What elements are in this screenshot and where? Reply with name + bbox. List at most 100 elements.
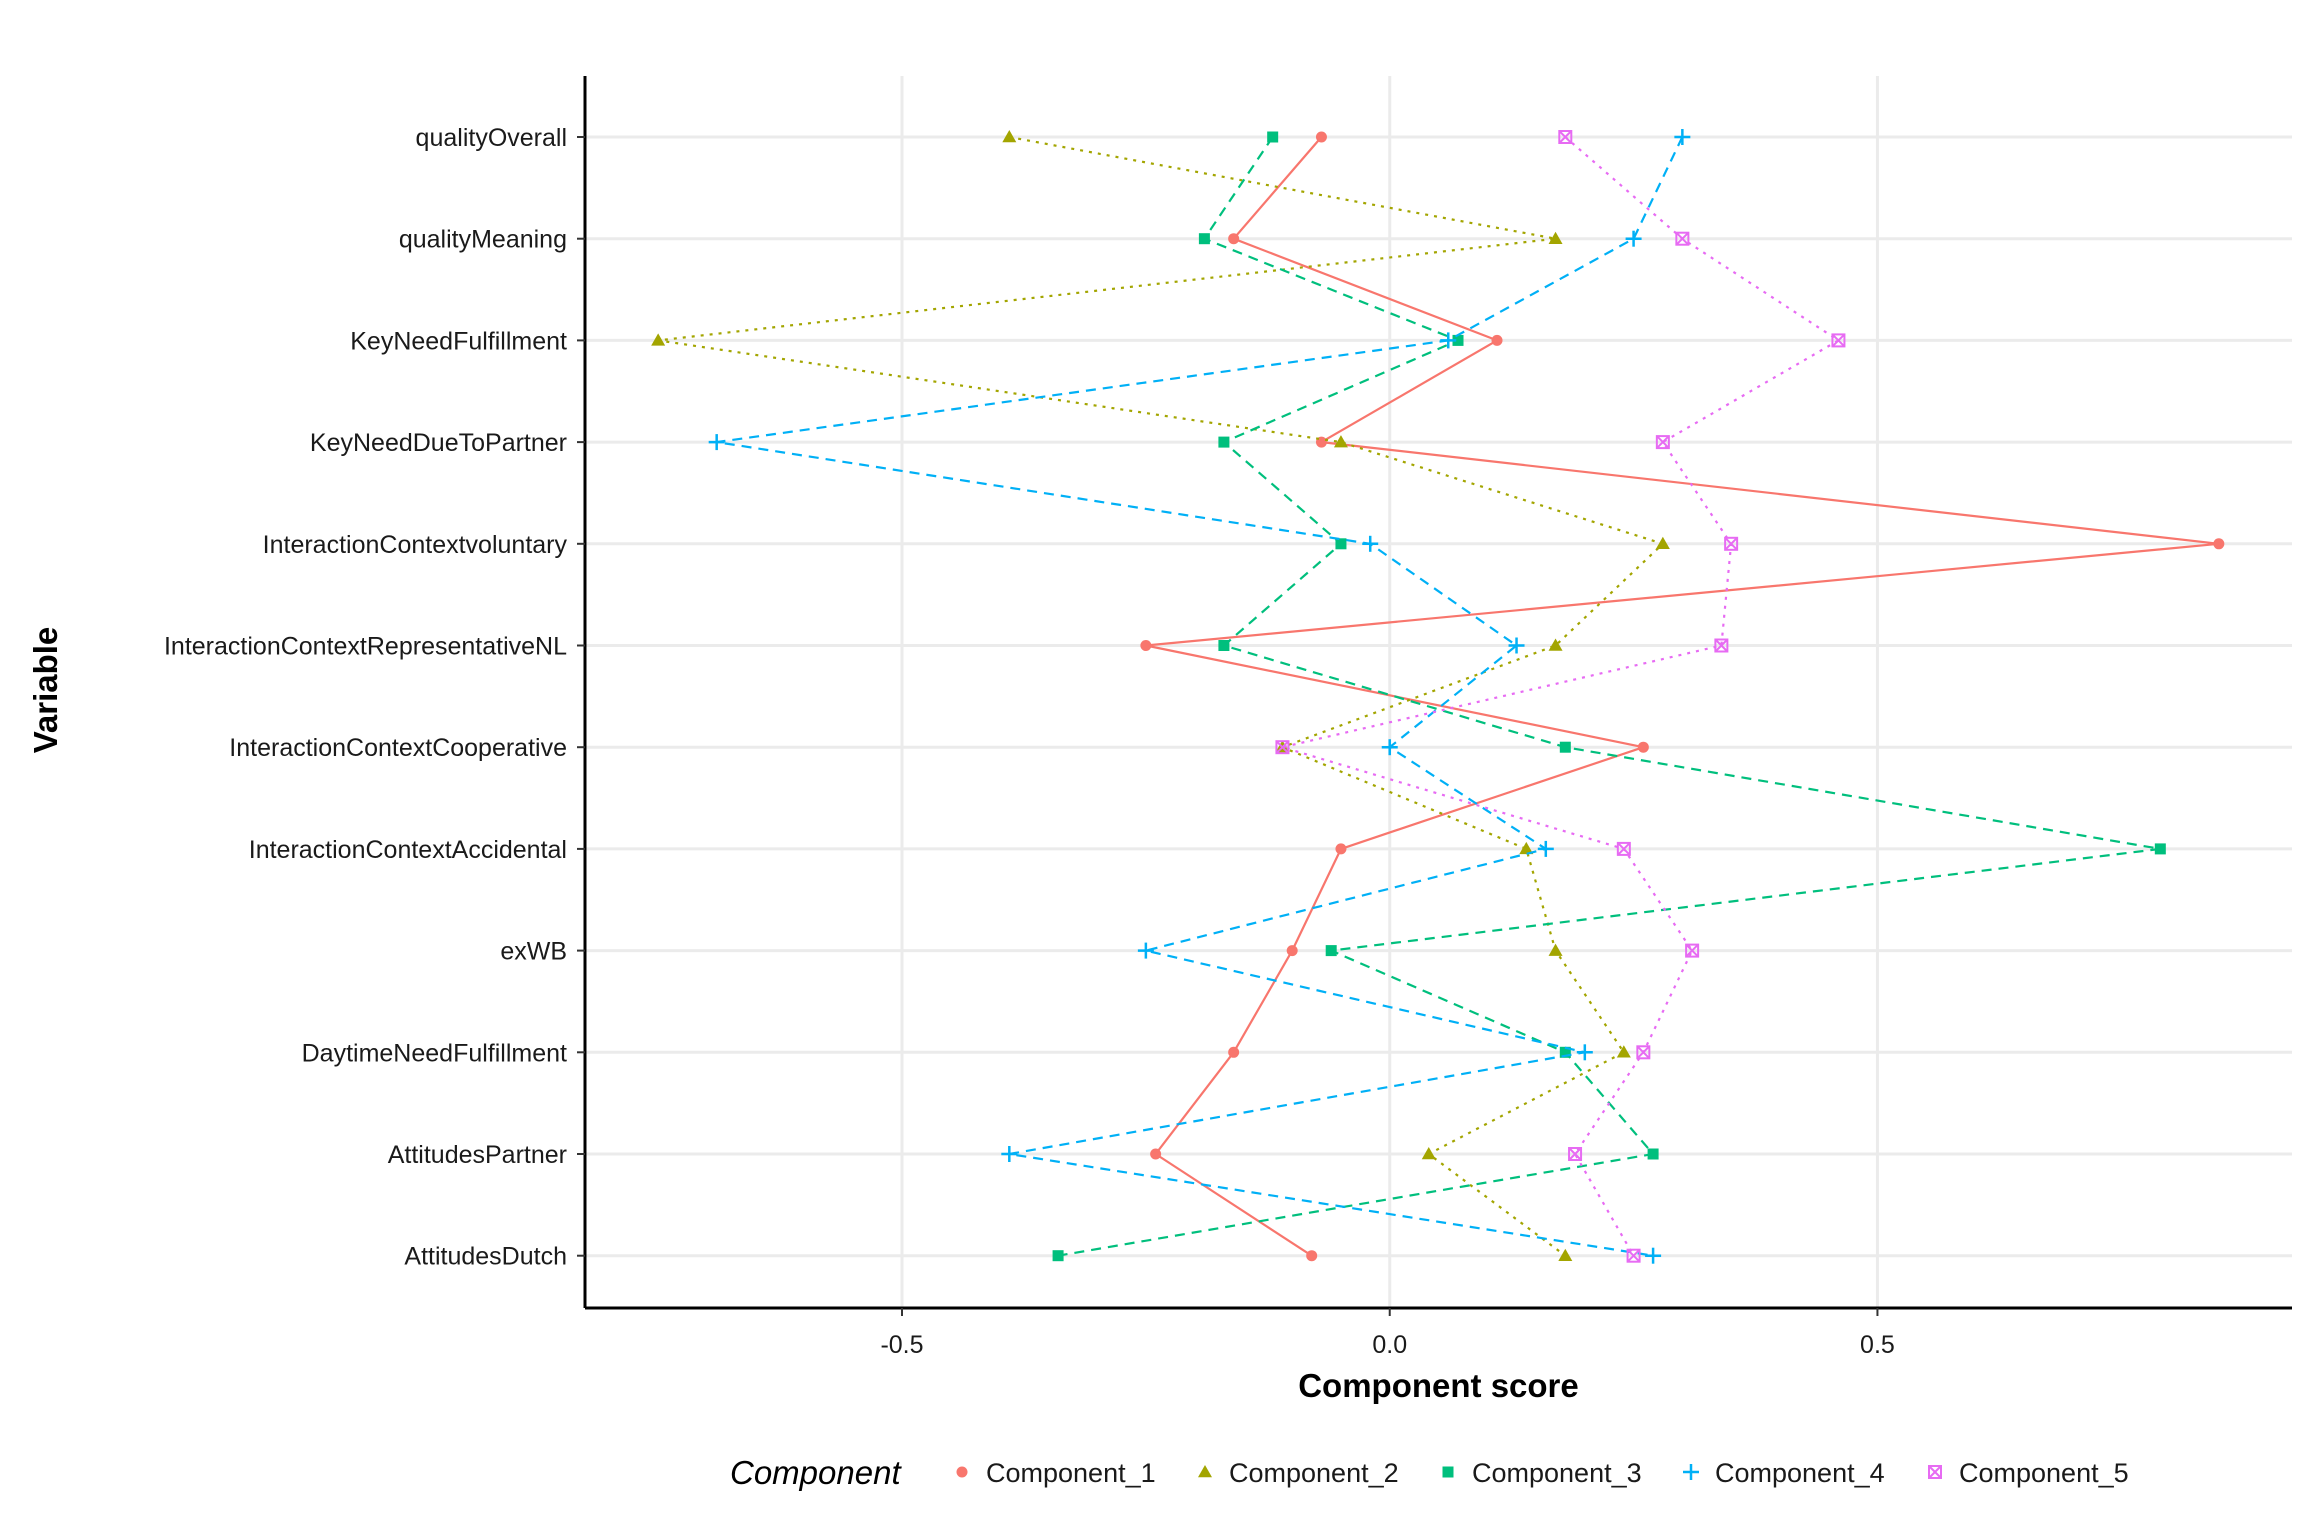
boxx-box	[1616, 841, 1631, 856]
data-point	[1645, 1247, 1662, 1264]
legend-label: Component_2	[1229, 1458, 1399, 1488]
boxx-diag2	[1568, 1147, 1582, 1161]
legend-item: Component_5	[1928, 1458, 2129, 1488]
legend-key	[1198, 1465, 1212, 1478]
boxx-diag2	[1714, 638, 1729, 653]
y-tick-label: InteractionContextRepresentativeNL	[164, 633, 567, 661]
legend-item: Component_4	[1683, 1458, 1885, 1488]
data-point	[1002, 130, 1017, 143]
series-layer	[651, 129, 2225, 1264]
boxx-box	[1675, 231, 1690, 246]
boxx-box	[1655, 435, 1670, 450]
legend-label: Component_4	[1715, 1458, 1885, 1488]
boxx-diag2	[1617, 842, 1631, 856]
data-point	[1325, 945, 1337, 957]
series-Component_4	[708, 129, 1691, 1264]
data-point	[1559, 741, 1571, 753]
data-point	[1381, 739, 1398, 756]
boxx-diag2	[1685, 943, 1699, 958]
data-point	[1568, 1147, 1583, 1161]
data-point	[1537, 840, 1554, 857]
legend-label: Component_5	[1959, 1458, 2129, 1488]
data-point	[1267, 131, 1279, 143]
y-tick-label: InteractionContextCooperative	[229, 734, 567, 762]
legend: Component Component_1 Component_2 Componen…	[730, 1454, 2129, 1491]
data-point	[1625, 230, 1642, 247]
data-point	[1452, 334, 1464, 346]
boxx-box	[1685, 943, 1700, 958]
x-tick-label: 0.5	[1860, 1331, 1895, 1359]
data-point	[1218, 640, 1230, 651]
y-tick-label: AttitudesPartner	[388, 1141, 567, 1169]
tick-layer: -0.5 0.0 0.5 qualityOverall qualityMeaning Ke…	[164, 124, 1895, 1359]
y-tick-label: exWB	[500, 938, 567, 966]
data-point	[1315, 131, 1327, 143]
data-point	[1001, 1146, 1018, 1162]
grid-layer	[585, 76, 2292, 1308]
legend-label: Component_1	[986, 1458, 1156, 1488]
legend-item: Component_1	[956, 1458, 1156, 1488]
legend-title: Component	[730, 1454, 902, 1491]
data-point	[1362, 535, 1379, 552]
data-point	[1275, 740, 1290, 755]
boxx-box	[1724, 536, 1739, 551]
legend-items: Component_1 Component_2 Component_3 Compone…	[956, 1458, 2129, 1488]
boxx-diag2	[1928, 1465, 1942, 1479]
y-tick-label: KeyNeedDueToPartner	[310, 429, 567, 457]
data-point	[1636, 1045, 1651, 1060]
boxx-box	[1626, 1248, 1641, 1263]
data-point	[1286, 945, 1298, 957]
data-point	[1655, 536, 1670, 550]
data-point	[1637, 741, 1649, 753]
data-point	[1508, 637, 1525, 654]
data-point	[1714, 638, 1729, 653]
boxx-diag2	[1831, 333, 1846, 348]
series-line	[715, 136, 1684, 1257]
legend-key	[956, 1466, 968, 1478]
data-point	[1150, 1148, 1162, 1160]
data-point	[1333, 435, 1348, 448]
legend-label: Component_3	[1472, 1458, 1642, 1488]
data-point	[2154, 843, 2166, 855]
data-point	[1198, 233, 1210, 245]
data-point	[1616, 841, 1631, 856]
series-Component_5	[1275, 130, 1846, 1263]
boxx-diag2	[1275, 740, 1290, 754]
data-point	[1491, 334, 1503, 346]
data-point	[1626, 1248, 1641, 1263]
legend-item: Component_2	[1198, 1458, 1399, 1488]
data-point	[1558, 1248, 1573, 1261]
boxx-box	[1636, 1045, 1651, 1060]
boxx-diag2	[1636, 1045, 1651, 1060]
data-point	[1137, 942, 1154, 959]
boxx-box	[1275, 740, 1290, 755]
series-line	[1281, 136, 1840, 1257]
data-point	[1647, 1148, 1659, 1160]
y-tick-label: AttitudesDutch	[404, 1243, 567, 1271]
legend-key	[1928, 1465, 1942, 1479]
legend-key	[1683, 1464, 1699, 1480]
data-point	[1559, 1046, 1571, 1058]
data-point	[1675, 231, 1690, 246]
boxx-box	[1558, 130, 1573, 144]
y-tick-label: InteractionContextAccidental	[249, 836, 567, 864]
boxx-diag2	[1558, 130, 1573, 144]
data-point	[651, 333, 666, 346]
data-point	[1548, 943, 1563, 956]
data-point	[1421, 1147, 1436, 1160]
data-point	[1548, 638, 1563, 651]
data-point	[1218, 436, 1230, 448]
series-line	[1144, 136, 2220, 1257]
data-point	[1228, 233, 1240, 245]
data-point	[1616, 1045, 1631, 1058]
y-tick-label: KeyNeedFulfillment	[350, 327, 567, 355]
series-Component_1	[1140, 131, 2225, 1262]
boxx-box	[1568, 1147, 1583, 1161]
data-point	[1548, 231, 1563, 244]
data-point	[1558, 130, 1573, 144]
boxx-box	[1928, 1465, 1942, 1479]
axis-layer	[583, 76, 2292, 1310]
legend-key	[1442, 1466, 1454, 1478]
